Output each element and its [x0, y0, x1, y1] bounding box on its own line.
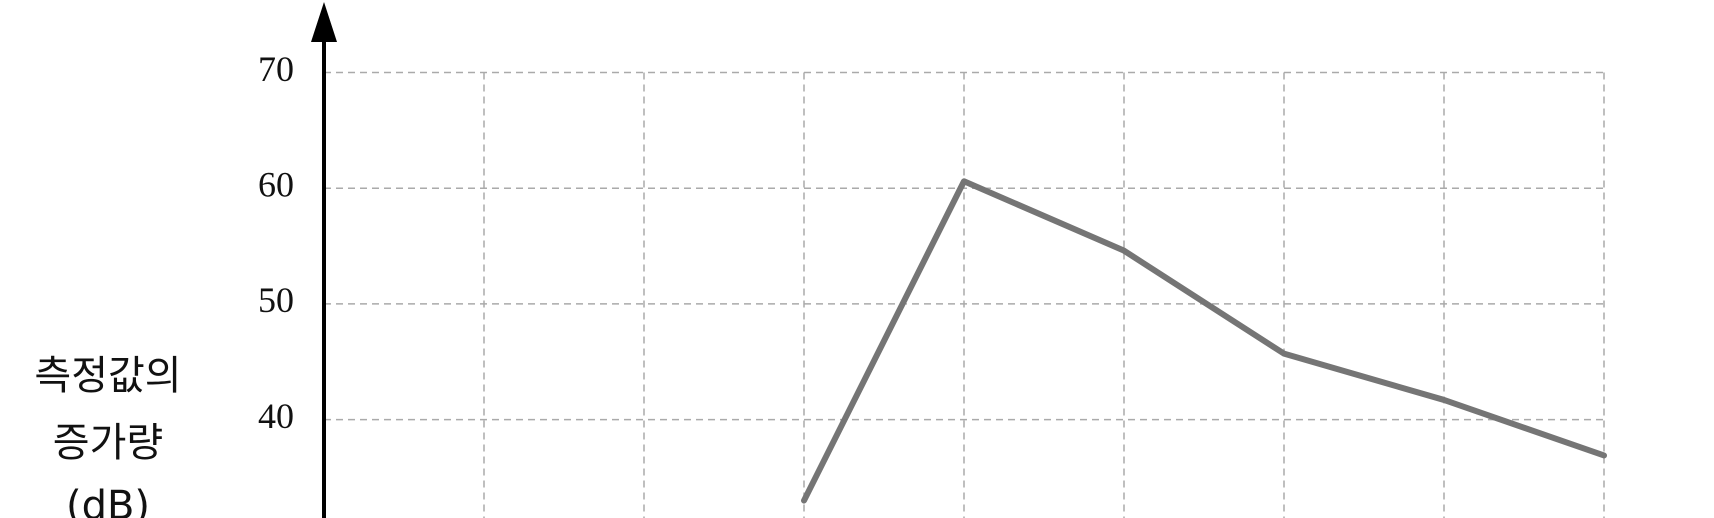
y-tick-label: 50: [258, 280, 294, 320]
y-tick-label: 70: [258, 49, 294, 89]
y-axis-label: 증가량: [53, 420, 163, 466]
data-line: [801, 178, 1607, 504]
y-axis-label: 측정값의: [34, 353, 181, 399]
y-axis-label: (dB): [66, 483, 150, 518]
y-axis-arrow: [311, 2, 337, 42]
y-tick-label: 30: [258, 512, 294, 518]
y-tick-label: 40: [258, 396, 294, 436]
y-tick-label: 60: [258, 164, 294, 204]
